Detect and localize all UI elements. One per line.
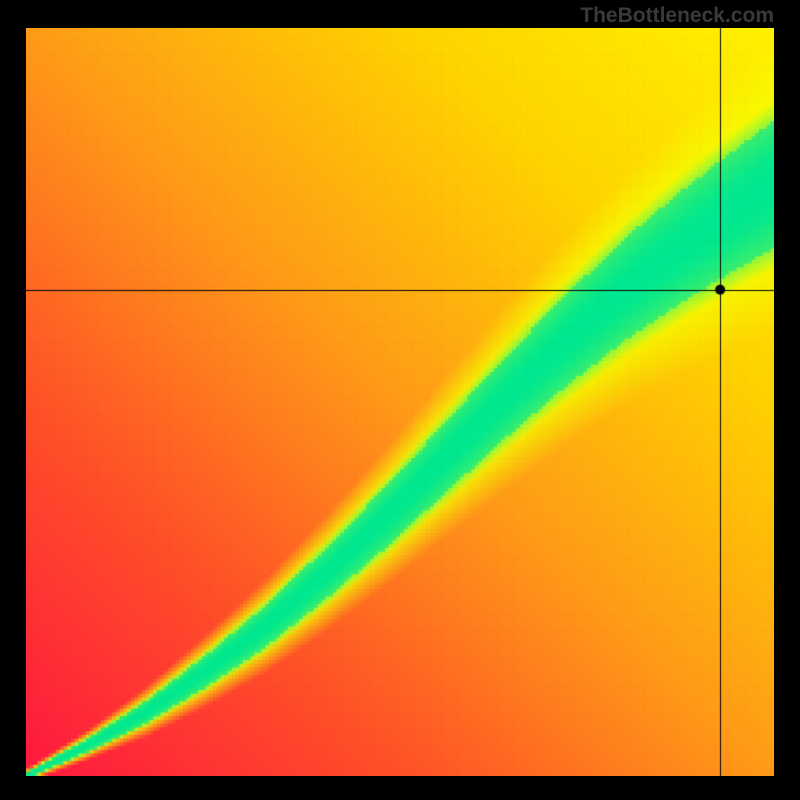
attribution-text: TheBottleneck.com (580, 4, 774, 28)
chart-container: TheBottleneck.com (0, 0, 800, 800)
bottleneck-heatmap (26, 28, 774, 776)
